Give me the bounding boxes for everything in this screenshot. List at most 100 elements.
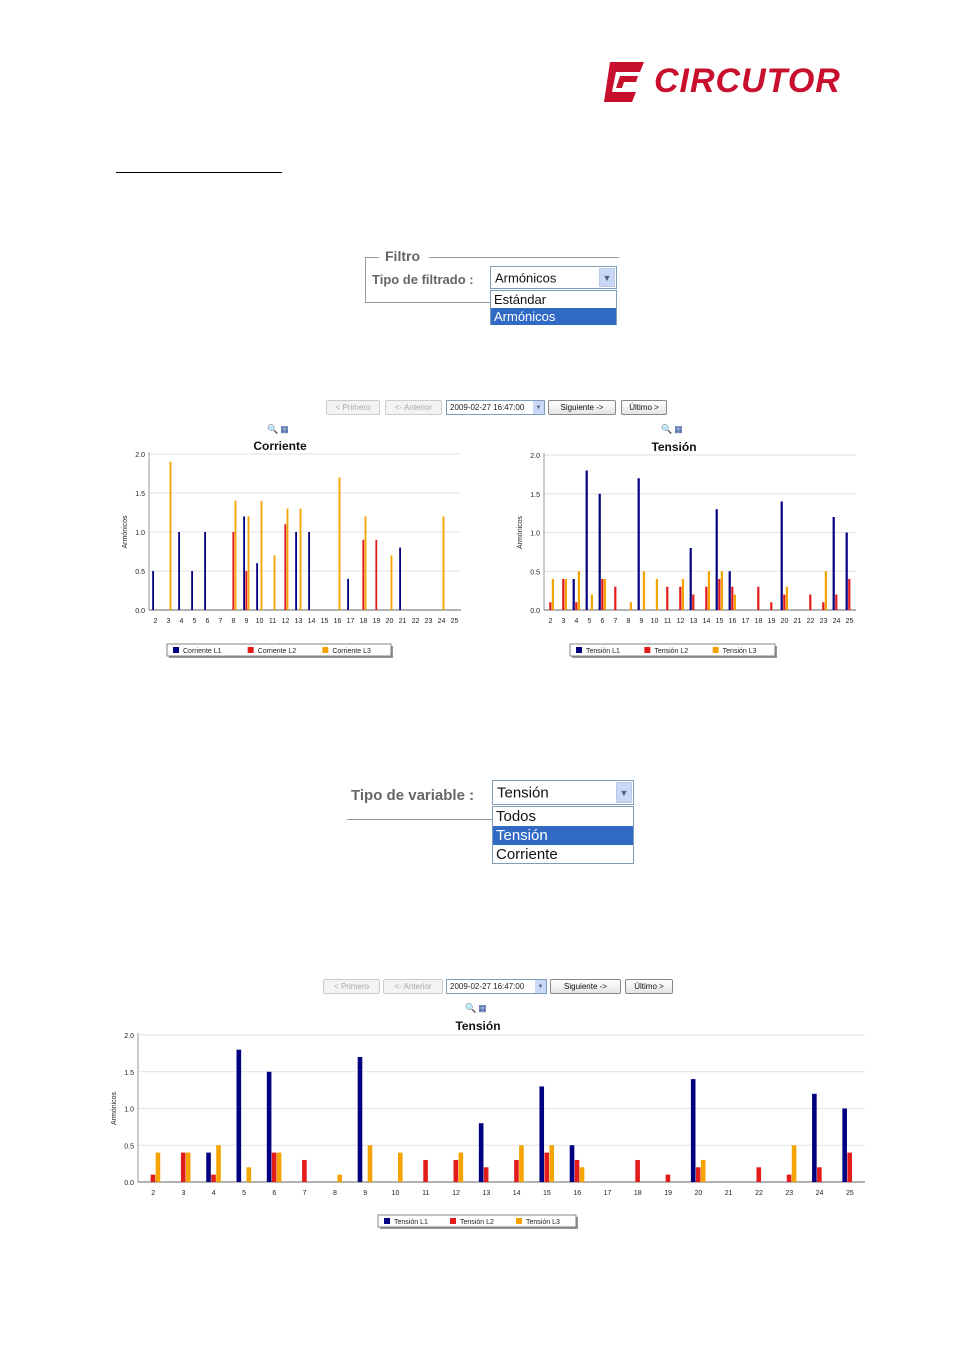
filter-option-estandar[interactable]: Estándar [494, 292, 547, 307]
legend-box [377, 1214, 577, 1228]
variable-type-selected: Tensión [497, 784, 549, 801]
x-tick-label: 21 [725, 1190, 733, 1197]
bar-l3 [551, 579, 554, 610]
last-button[interactable]: Último > [625, 979, 673, 994]
bar-l3 [579, 1167, 585, 1182]
x-tick-label: 24 [438, 618, 446, 625]
x-tick-label: 16 [573, 1190, 581, 1197]
chart-title: Tensión [651, 440, 696, 454]
x-tick-label: 23 [820, 618, 828, 625]
x-tick-label: 13 [482, 1190, 490, 1197]
y-tick-label: 0.5 [530, 569, 540, 576]
filter-option-armonicos[interactable]: Armónicos [491, 308, 616, 325]
bar-l2 [756, 1167, 762, 1182]
x-tick-label: 15 [321, 618, 329, 625]
date-select[interactable]: 2009-02-27 16:47:00 ▼ [446, 979, 547, 994]
bar-l1 [206, 1152, 211, 1182]
last-button[interactable]: Último > [621, 400, 667, 415]
filter-type-select[interactable]: Armónicos ▼ [490, 266, 617, 289]
zoom-icon[interactable]: 🔍 [661, 424, 675, 434]
prev-button[interactable]: <- Anterior [385, 400, 442, 415]
first-button[interactable]: < Primero [323, 979, 380, 994]
bar-l3 [603, 579, 606, 610]
x-tick-label: 22 [412, 618, 420, 625]
bar-l1 [236, 1049, 242, 1182]
filter-panel: Filtro Tipo de filtrado : [365, 248, 625, 328]
chevron-down-icon[interactable]: ▼ [533, 401, 544, 414]
x-tick-label: 24 [816, 1190, 824, 1197]
y-axis-label: Armónicos [111, 1091, 118, 1125]
y-tick-label: 0.0 [135, 608, 145, 615]
variable-option-tension[interactable]: Tensión [493, 826, 633, 845]
x-tick-label: 14 [308, 618, 316, 625]
bar-l2 [271, 1152, 277, 1182]
variable-option-corriente[interactable]: Corriente [496, 846, 558, 863]
first-button[interactable]: < Primero [326, 400, 380, 415]
next-button[interactable]: Siguiente -> [550, 979, 621, 994]
prev-button[interactable]: <- Anterior [383, 979, 443, 994]
bar-l3 [367, 1145, 373, 1182]
bar-l3 [549, 1145, 555, 1182]
bar-l3 [707, 571, 710, 610]
fieldset-top-left [365, 257, 379, 258]
x-tick-label: 6 [206, 618, 210, 625]
bar-l2 [848, 579, 851, 610]
chevron-down-icon[interactable]: ▼ [535, 980, 546, 993]
x-tick-label: 11 [664, 618, 671, 625]
bar-l3 [700, 1159, 706, 1182]
bar-l3 [720, 571, 723, 610]
bar-l3 [577, 571, 580, 610]
x-tick-label: 4 [575, 618, 579, 625]
legend-label: Tensión L2 [654, 648, 688, 655]
table-icon[interactable]: ▦ [674, 424, 685, 434]
bar-l2 [375, 539, 378, 610]
y-tick-label: 1.0 [135, 530, 145, 537]
bar-l3 [642, 571, 645, 610]
bar-l2 [665, 1174, 671, 1182]
bar-l2 [150, 1174, 156, 1182]
x-tick-label: 6 [601, 618, 605, 625]
bar-l3 [733, 594, 736, 610]
bar-l1 [637, 478, 640, 610]
variable-type-select[interactable]: Tensión ▼ [492, 780, 634, 805]
date-select[interactable]: 2009-02-27 16:47:00 ▼ [446, 400, 545, 415]
zoom-icon[interactable]: 🔍 [465, 1003, 479, 1013]
bar-l1 [243, 516, 245, 610]
table-icon[interactable]: ▦ [478, 1003, 489, 1013]
circutor-logo: CIRCUTOR [600, 58, 855, 106]
x-tick-label: 6 [272, 1190, 276, 1197]
bar-l2 [692, 594, 695, 610]
chevron-down-icon[interactable]: ▼ [616, 782, 632, 803]
table-icon[interactable]: ▦ [280, 424, 291, 434]
x-tick-label: 20 [781, 618, 789, 625]
legend-swatch [516, 1218, 522, 1224]
x-tick-label: 4 [180, 618, 184, 625]
bar-l1 [152, 571, 154, 610]
y-tick-label: 0.0 [530, 608, 540, 615]
chevron-down-icon[interactable]: ▼ [599, 268, 615, 287]
next-button[interactable]: Siguiente -> [548, 400, 616, 415]
x-tick-label: 9 [245, 618, 249, 625]
legend-swatch [576, 647, 582, 653]
bar-l1 [539, 1086, 545, 1182]
bar-l3 [791, 1145, 797, 1182]
bar-l1 [204, 532, 206, 610]
bar-l3 [276, 1152, 282, 1182]
bar-l1 [842, 1108, 847, 1182]
variable-option-todos[interactable]: Todos [496, 808, 537, 825]
bar-l2 [809, 594, 812, 610]
variable-fieldset-bottom [347, 819, 495, 820]
bar-l1 [715, 509, 718, 610]
bar-l1 [308, 532, 310, 610]
bar-l3 [155, 1152, 161, 1182]
x-tick-label: 24 [833, 618, 841, 625]
y-tick-label: 0.0 [124, 1180, 134, 1187]
variable-type-dropdown: Todos Tensión Corriente [492, 806, 634, 864]
bar-l2 [180, 1152, 186, 1182]
bar-l3 [390, 555, 393, 610]
x-tick-label: 21 [794, 618, 802, 625]
zoom-icon[interactable]: 🔍 [267, 424, 281, 434]
x-tick-label: 8 [333, 1190, 337, 1197]
x-tick-label: 18 [360, 618, 368, 625]
